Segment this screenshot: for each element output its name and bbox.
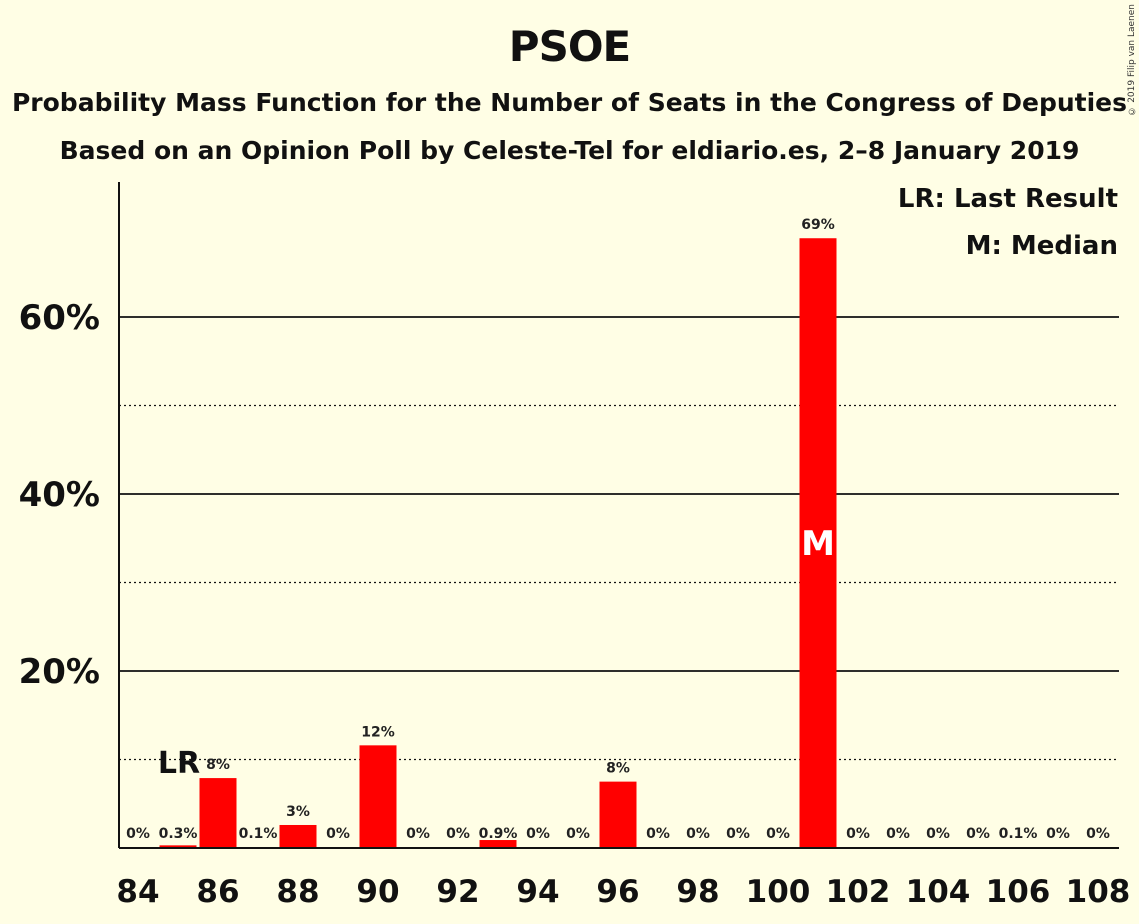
data-label-94: 0% [526, 826, 550, 842]
data-label-87: 0.1% [239, 826, 278, 842]
data-label-103: 0% [886, 826, 910, 842]
x-tick-label-100: 100 [746, 874, 811, 910]
data-label-99: 0% [726, 826, 750, 842]
data-label-108: 0% [1086, 826, 1110, 842]
data-label-92: 0% [446, 826, 470, 842]
data-label-98: 0% [686, 826, 710, 842]
data-label-86: 8% [206, 757, 230, 773]
bar-96 [599, 781, 637, 848]
x-tick-label-102: 102 [826, 874, 891, 910]
x-tick-label-88: 88 [276, 874, 319, 910]
y-tick-label-40: 40% [19, 475, 100, 515]
x-tick-label-92: 92 [436, 874, 479, 910]
bar-101 [799, 238, 837, 849]
data-label-89: 0% [326, 826, 350, 842]
x-tick-label-90: 90 [356, 874, 399, 910]
legend-median: M: Median [965, 231, 1118, 261]
bar-93 [479, 840, 517, 848]
median-marker: M [801, 524, 835, 564]
data-label-85: 0.3% [159, 826, 198, 842]
bar-88 [279, 824, 317, 848]
data-label-84: 0% [126, 826, 150, 842]
data-label-104: 0% [926, 826, 950, 842]
last-result-marker: LR [158, 746, 200, 781]
data-label-93: 0.9% [479, 826, 518, 842]
data-label-107: 0% [1046, 826, 1070, 842]
bar-90 [359, 745, 397, 848]
x-tick-label-94: 94 [516, 874, 559, 910]
legend-last-result: LR: Last Result [897, 184, 1118, 214]
y-tick-label-20: 20% [19, 652, 100, 692]
data-label-100: 0% [766, 826, 790, 842]
data-label-105: 0% [966, 826, 990, 842]
bar-86 [199, 778, 237, 848]
data-label-101: 69% [801, 217, 835, 233]
data-label-91: 0% [406, 826, 430, 842]
data-label-95: 0% [566, 826, 590, 842]
chart-title: PSOE [508, 22, 631, 71]
bar-85 [159, 845, 197, 848]
y-tick-label-60: 60% [19, 298, 100, 338]
x-tick-label-96: 96 [596, 874, 639, 910]
x-tick-label-108: 108 [1066, 874, 1131, 910]
x-tick-label-84: 84 [116, 874, 159, 910]
data-label-96: 8% [606, 761, 630, 777]
x-tick-label-86: 86 [196, 874, 239, 910]
x-tick-label-106: 106 [986, 874, 1051, 910]
data-label-97: 0% [646, 826, 670, 842]
data-label-88: 3% [286, 804, 310, 820]
chart-source-subtitle: Based on an Opinion Poll by Celeste-Tel … [59, 136, 1080, 165]
data-label-106: 0.1% [999, 826, 1038, 842]
x-tick-label-104: 104 [906, 874, 971, 910]
data-label-102: 0% [846, 826, 870, 842]
x-tick-label-98: 98 [676, 874, 719, 910]
chart-subtitle: Probability Mass Function for the Number… [11, 88, 1128, 117]
data-label-90: 12% [361, 724, 395, 740]
